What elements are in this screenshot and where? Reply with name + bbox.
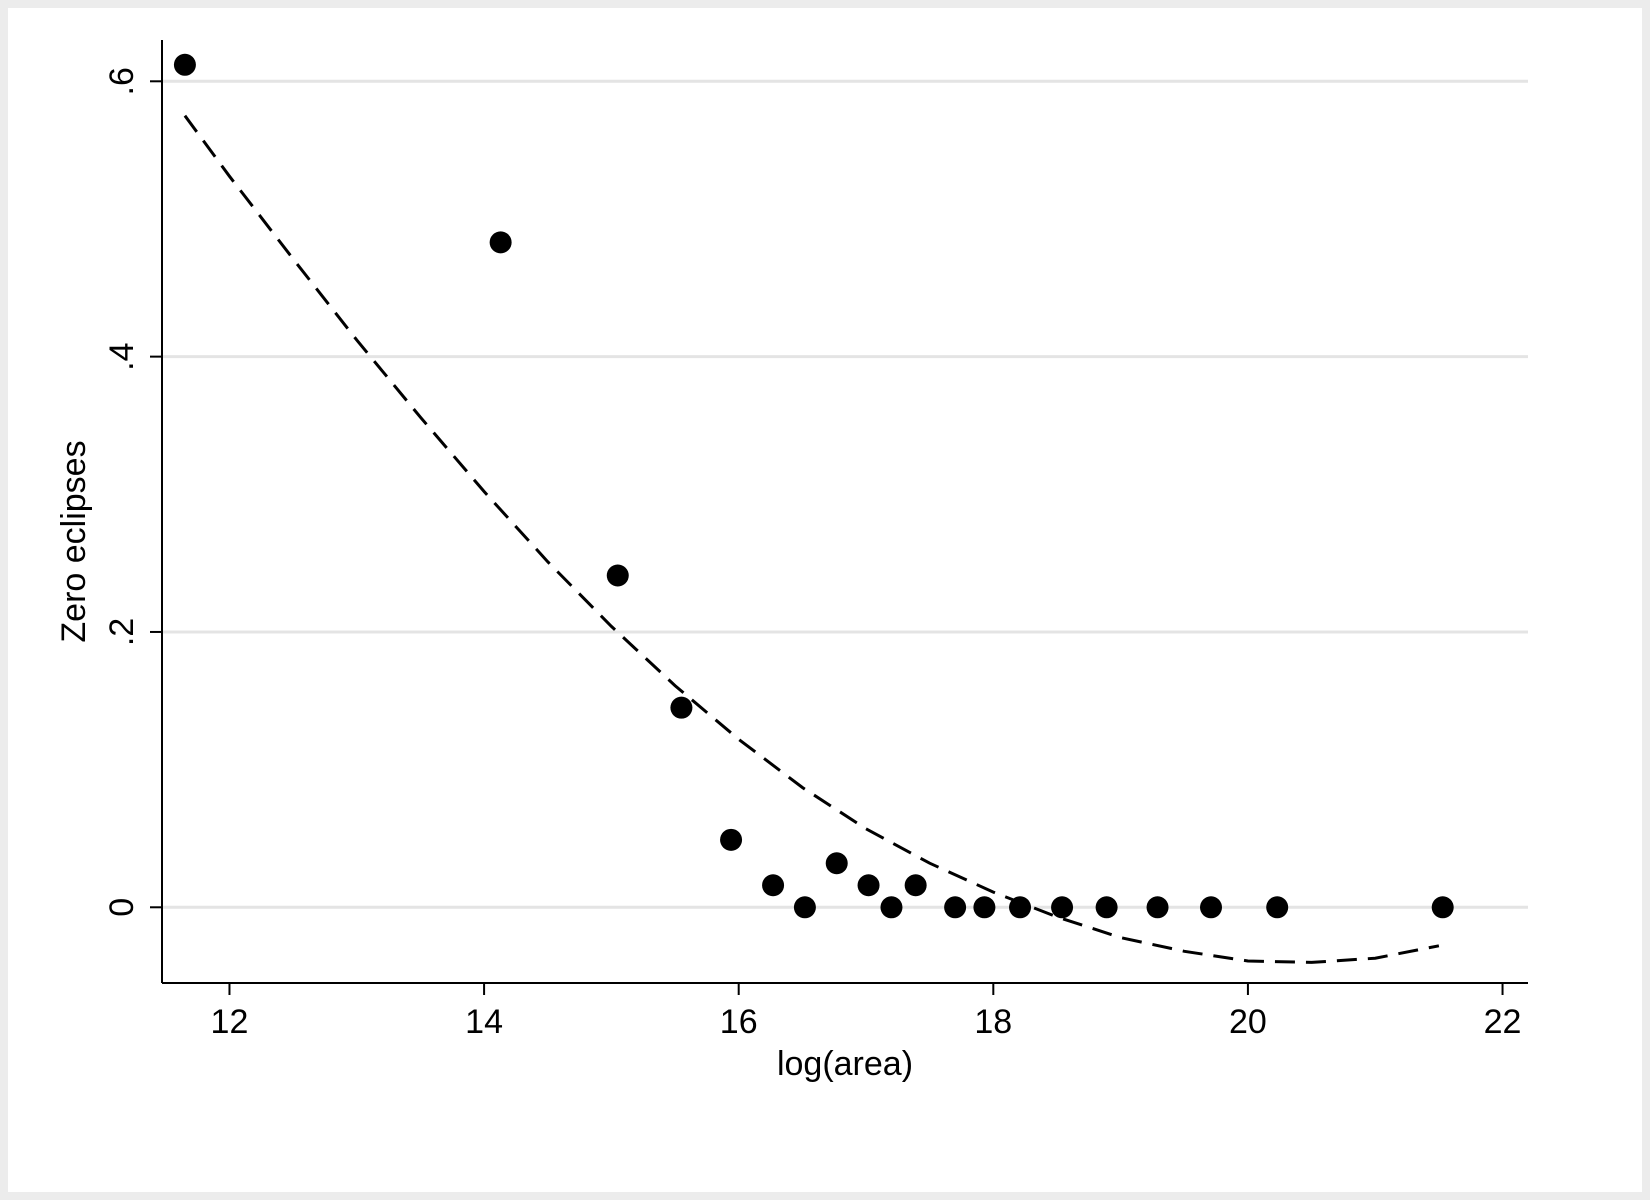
data-point	[606, 564, 629, 587]
x-tick-label: 18	[974, 1003, 1012, 1041]
data-point	[1266, 896, 1289, 919]
data-point	[762, 874, 785, 897]
gridlines	[162, 79, 1528, 909]
data-point	[904, 874, 927, 897]
y-tick-label: .4	[103, 342, 141, 370]
data-point	[825, 852, 848, 875]
data-point	[880, 896, 903, 919]
axes	[150, 40, 1528, 995]
fitted-curve-layer	[183, 114, 1440, 964]
y-tick-label: 0	[103, 898, 141, 917]
data-point	[720, 828, 743, 851]
fitted-curve-line	[183, 114, 1440, 964]
y-tick-label: .2	[103, 618, 141, 646]
scatter-chart: 0 .2 .4 .6 12 14 16 18 20 22 log(area) Zero eclip…	[55, 40, 1528, 1083]
data-point	[973, 896, 996, 919]
data-point	[670, 696, 693, 719]
x-axis-title: log(area)	[777, 1045, 913, 1083]
tick-labels: 0 .2 .4 .6 12 14 16 18 20 22	[103, 67, 1521, 1041]
data-point	[857, 874, 880, 897]
data-point	[1431, 896, 1454, 919]
data-point	[793, 896, 816, 919]
data-point	[944, 896, 967, 919]
x-tick-label: 16	[720, 1003, 758, 1041]
x-tick-label: 22	[1484, 1003, 1522, 1041]
data-point	[1146, 896, 1169, 919]
data-point	[1095, 896, 1118, 919]
data-point	[489, 231, 512, 254]
y-tick-label: .6	[103, 67, 141, 95]
y-axis-title: Zero eclipses	[55, 440, 93, 642]
data-point	[1200, 896, 1223, 919]
points-layer	[173, 53, 1454, 919]
x-tick-label: 20	[1229, 1003, 1267, 1041]
x-tick-label: 12	[211, 1003, 249, 1041]
data-point	[173, 53, 196, 76]
data-point	[1051, 896, 1074, 919]
x-tick-label: 14	[465, 1003, 503, 1041]
data-point	[1009, 896, 1032, 919]
